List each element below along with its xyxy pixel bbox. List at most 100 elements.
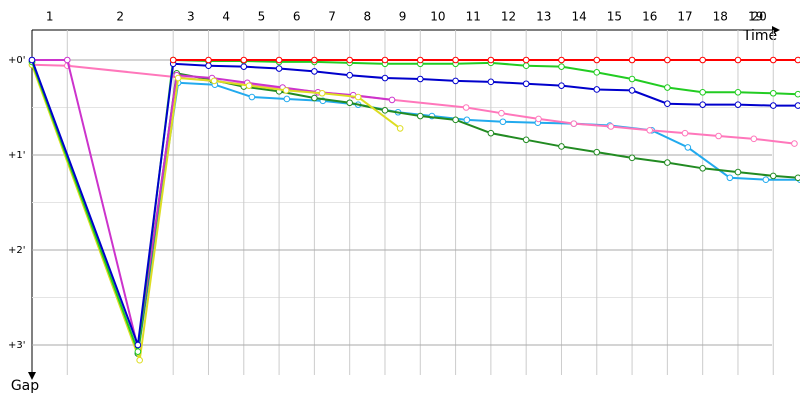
data-point [734, 89, 742, 96]
data-point [664, 159, 671, 166]
data-point [205, 62, 212, 69]
data-point [628, 87, 636, 94]
data-point [794, 56, 800, 64]
x-axis-arrow [772, 26, 780, 34]
data-point [318, 89, 326, 97]
data-point [664, 100, 671, 107]
data-point [416, 56, 424, 64]
data-point [558, 143, 565, 150]
x-tick-label: 11 [466, 10, 481, 24]
data-point [558, 82, 565, 89]
data-point [726, 174, 734, 182]
x-tick-label: 12 [501, 10, 516, 24]
data-point [311, 68, 318, 75]
x-tick-label: 10 [430, 10, 445, 24]
x-tick-label: 1 [46, 10, 54, 24]
data-point [63, 56, 71, 64]
data-point [283, 95, 291, 103]
x-tick-label: 6 [293, 10, 301, 24]
data-point [699, 165, 706, 172]
data-point [593, 148, 601, 156]
data-point [416, 112, 424, 120]
data-point [311, 56, 318, 64]
data-point [245, 82, 253, 89]
data-point [311, 94, 318, 102]
data-point [769, 172, 777, 180]
x-tick-label: 14 [571, 10, 586, 24]
data-point [715, 132, 722, 140]
data-point [593, 86, 601, 93]
data-point [769, 89, 777, 97]
data-point [381, 107, 389, 114]
series-line [31, 59, 800, 354]
y-tick-label: +2' [8, 245, 26, 256]
data-point [593, 69, 601, 76]
data-point [381, 74, 389, 82]
data-point [282, 87, 290, 94]
data-point [275, 65, 283, 72]
x-tick-label: 16 [642, 10, 657, 24]
data-point [762, 176, 770, 183]
data-point [593, 56, 601, 64]
data-point [607, 123, 615, 130]
data-point [734, 168, 742, 176]
x-tick-label: 20 [752, 10, 767, 24]
x-tick-label: 7 [328, 10, 336, 24]
data-point [487, 56, 495, 64]
data-point [210, 77, 218, 85]
data-point [134, 341, 142, 349]
x-tick-label: 4 [222, 10, 230, 24]
data-point [416, 75, 424, 83]
data-point [791, 140, 798, 147]
data-point [487, 78, 495, 86]
data-point [452, 116, 459, 124]
data-point [628, 56, 636, 64]
data-point [769, 102, 777, 109]
data-point [794, 90, 800, 98]
data-point [794, 174, 800, 182]
data-point [134, 348, 142, 355]
y-tick-label: +3' [8, 340, 26, 351]
data-point [28, 56, 36, 64]
x-tick-label: 15 [607, 10, 622, 24]
data-point [388, 96, 396, 104]
data-point [522, 80, 530, 88]
data-point [498, 109, 505, 117]
data-point [240, 63, 248, 70]
data-point [558, 63, 565, 70]
data-point [522, 62, 530, 69]
data-point [699, 56, 706, 64]
data-point [346, 99, 353, 107]
data-point [381, 56, 389, 64]
series-line [31, 63, 795, 145]
data-point [699, 101, 706, 108]
data-point [522, 136, 530, 144]
data-point [463, 116, 471, 124]
data-point [354, 93, 362, 101]
data-point [535, 115, 542, 123]
data-point [750, 135, 758, 143]
data-point [240, 56, 248, 64]
x-tick-label: 9 [399, 10, 407, 24]
y-axis-label: Gap [11, 378, 39, 394]
data-point [462, 104, 470, 111]
x-tick-label: 18 [713, 10, 728, 24]
x-tick-label: 13 [536, 10, 551, 24]
data-point [248, 93, 256, 101]
data-point [628, 154, 636, 162]
x-tick-label: 8 [364, 10, 372, 24]
data-point [275, 56, 283, 64]
data-point [136, 356, 143, 364]
data-point [681, 129, 689, 137]
data-point [169, 56, 177, 64]
data-point [664, 84, 671, 91]
y-tick-label: +0' [8, 55, 26, 66]
data-point [346, 56, 353, 64]
data-point [205, 56, 212, 64]
data-point [628, 75, 636, 83]
data-point [734, 101, 742, 108]
y-axis-arrow [28, 372, 36, 380]
data-point [664, 56, 671, 64]
